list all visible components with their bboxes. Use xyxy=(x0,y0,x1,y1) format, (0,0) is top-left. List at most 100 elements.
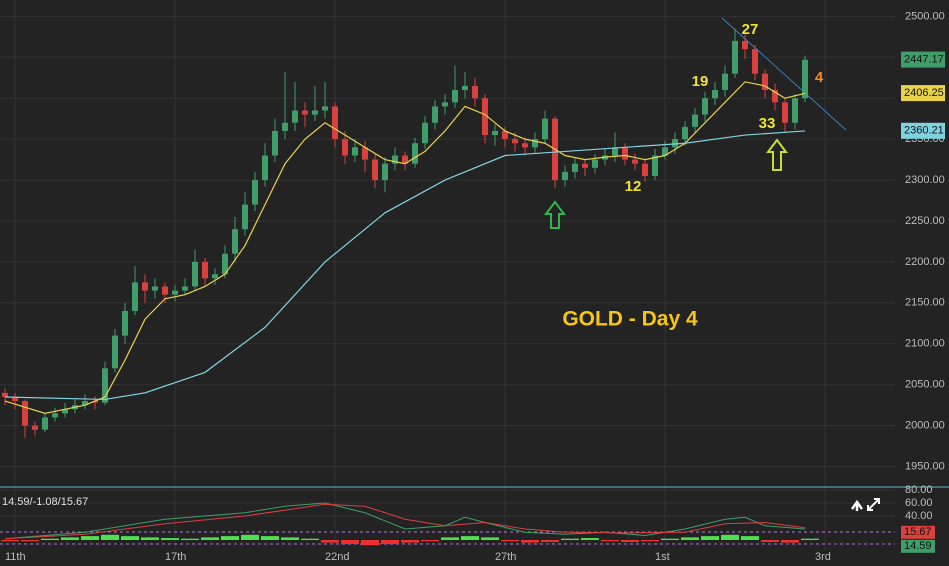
y-tick-label: 2300.00 xyxy=(905,174,945,186)
annotation: 4 xyxy=(815,69,824,86)
expand-icon[interactable] xyxy=(850,499,864,511)
histogram-bar xyxy=(281,537,299,540)
annotation: 12 xyxy=(625,178,642,195)
candle-body xyxy=(162,286,168,295)
candle-body xyxy=(712,90,718,99)
candle-body xyxy=(632,159,638,164)
histogram-bar xyxy=(661,538,679,540)
candle-body xyxy=(342,139,348,156)
histogram-bar xyxy=(481,537,499,540)
price-tag-label: 2447.17 xyxy=(904,54,944,66)
candle-body xyxy=(292,110,298,123)
histogram-bar xyxy=(721,534,739,540)
candle-body xyxy=(122,311,128,336)
histogram-bar xyxy=(581,538,599,540)
indicator-legend: 14.59/-1.08/15.67 xyxy=(2,496,88,508)
candle-body xyxy=(462,85,468,91)
price-tag xyxy=(901,85,945,102)
candle-body xyxy=(572,163,578,172)
price-tag-label: 2406.25 xyxy=(904,87,944,99)
candle-body xyxy=(132,282,138,312)
candle-body xyxy=(792,98,798,123)
candle-body xyxy=(182,286,188,291)
candle-body xyxy=(62,409,68,414)
candle-body xyxy=(582,163,588,168)
price-tag xyxy=(901,122,945,139)
candle-body xyxy=(172,290,178,295)
x-tick-label: 17th xyxy=(165,551,186,563)
x-tick-label: 22nd xyxy=(325,551,349,563)
histogram-bar xyxy=(501,540,519,542)
candle-body xyxy=(202,261,208,279)
histogram-bar xyxy=(81,536,99,540)
candle-body xyxy=(372,159,378,181)
indicator-tick-label: 60.00 xyxy=(905,497,933,509)
price-tag xyxy=(901,51,945,68)
y-tick-label: 2250.00 xyxy=(905,215,945,227)
histogram-bar xyxy=(101,534,119,540)
histogram-bar xyxy=(341,540,359,544)
candle-body xyxy=(272,130,278,156)
candle-body xyxy=(102,368,108,403)
candle-body xyxy=(42,417,48,430)
histogram-bar xyxy=(121,536,139,540)
histogram-bar xyxy=(761,540,779,542)
candle-body xyxy=(242,204,248,230)
candle-body xyxy=(332,106,338,140)
candle-body xyxy=(542,118,548,140)
candle-body xyxy=(312,110,318,115)
candle-body xyxy=(662,147,668,156)
annotation: 19 xyxy=(692,73,709,90)
candle-body xyxy=(152,286,158,291)
up-arrow xyxy=(544,200,566,229)
price-tag-label: 2360.21 xyxy=(904,125,944,137)
candle-body xyxy=(472,85,478,99)
x-tick-label: 11th xyxy=(5,551,26,563)
histogram-bar xyxy=(361,540,379,546)
annotation: 27 xyxy=(742,21,759,38)
candle-body xyxy=(382,163,388,181)
histogram-bar xyxy=(801,538,819,540)
value-tag xyxy=(901,525,935,539)
candle-body xyxy=(92,401,98,403)
histogram-bar xyxy=(61,537,79,540)
histogram-bar xyxy=(21,540,39,542)
y-tick-label: 2100.00 xyxy=(905,338,945,350)
histogram-bar xyxy=(461,536,479,540)
candle-body xyxy=(32,425,38,430)
candle-body xyxy=(692,114,698,127)
x-tick-label: 3rd xyxy=(815,551,831,563)
y-tick-label: 1950.00 xyxy=(905,460,945,472)
histogram-bar xyxy=(301,538,319,540)
grid xyxy=(0,0,895,550)
histogram-bar xyxy=(181,538,199,540)
histogram-bar xyxy=(781,540,799,543)
candle-body xyxy=(532,139,538,148)
candle-body xyxy=(742,40,748,50)
histogram-bar xyxy=(421,540,439,542)
candle-body xyxy=(322,106,328,111)
candle-body xyxy=(452,90,458,103)
x-tick-label: 27th xyxy=(495,551,516,563)
candle-body xyxy=(422,122,428,144)
histogram-bar xyxy=(621,540,639,542)
histogram-bar xyxy=(381,540,399,544)
candle-body xyxy=(282,122,288,131)
candle-body xyxy=(262,155,268,181)
candle-body xyxy=(782,102,788,123)
moving-average xyxy=(4,81,806,414)
candle-body xyxy=(402,155,408,164)
candle-body xyxy=(482,98,488,136)
candle-body xyxy=(492,130,498,136)
candle-body xyxy=(362,147,368,160)
candle-body xyxy=(672,139,678,148)
candle-body xyxy=(52,413,58,418)
value-tag-label: 15.67 xyxy=(904,526,932,538)
annotation: 33 xyxy=(759,115,776,132)
histogram-bar xyxy=(401,540,419,543)
histogram-bar xyxy=(41,538,59,540)
fullscreen-icon[interactable] xyxy=(867,498,880,511)
candle-body xyxy=(762,73,768,91)
